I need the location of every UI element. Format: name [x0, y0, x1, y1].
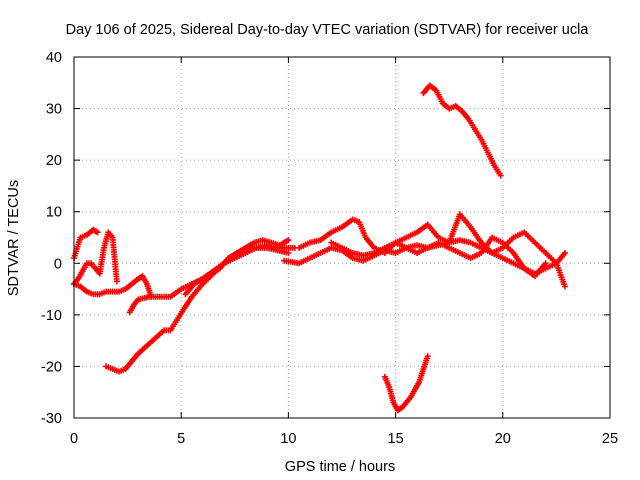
data-series — [71, 82, 568, 414]
x-axis-ticks: 0 5 10 15 20 25 — [70, 57, 618, 447]
y-tick-label: -20 — [41, 359, 62, 375]
data-point — [424, 353, 431, 360]
y-tick-label: -30 — [41, 411, 62, 427]
y-axis-ticks: -30 -20 -10 0 10 20 30 40 — [41, 50, 610, 427]
series-track-j — [381, 353, 431, 414]
grid-lines — [74, 57, 610, 418]
chart-title: Day 106 of 2025, Sidereal Day-to-day VTE… — [66, 22, 590, 38]
x-tick-label: 0 — [70, 431, 78, 447]
y-tick-label: 30 — [46, 102, 62, 118]
x-tick-label: 15 — [388, 431, 404, 447]
y-tick-label: 10 — [46, 205, 62, 221]
plot-frame — [73, 56, 611, 419]
x-tick-label: 5 — [177, 431, 185, 447]
series-track-f — [182, 237, 292, 298]
x-tick-label: 10 — [280, 431, 296, 447]
data-point — [285, 237, 292, 244]
data-point — [561, 249, 568, 256]
series-track-c — [71, 273, 155, 300]
x-tick-label: 25 — [602, 431, 618, 447]
data-point — [542, 260, 549, 267]
x-axis-label: GPS time / hours — [285, 459, 395, 475]
data-point — [561, 283, 568, 290]
series-track-b — [71, 226, 101, 262]
series-track-i — [328, 234, 549, 280]
y-axis-label: SDTVAR / TECUs — [6, 180, 22, 296]
data-point — [94, 229, 101, 236]
y-tick-label: 40 — [46, 50, 62, 66]
y-tick-label: 0 — [54, 256, 62, 272]
y-tick-label: -10 — [41, 308, 62, 324]
data-point — [497, 172, 504, 179]
y-tick-label: 20 — [46, 153, 62, 169]
data-point — [113, 278, 120, 285]
series-track-d — [126, 242, 298, 316]
data-point — [285, 249, 292, 256]
series-track-a — [71, 229, 120, 287]
series-track-k — [420, 82, 504, 179]
x-tick-label: 20 — [495, 431, 511, 447]
